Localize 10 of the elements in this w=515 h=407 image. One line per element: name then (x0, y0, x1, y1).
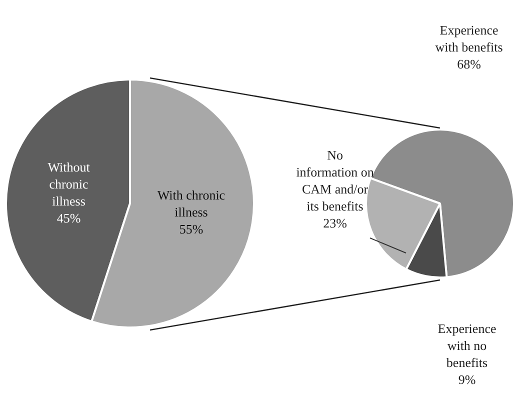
data-label: 23% (323, 215, 348, 230)
data-label: 68% (457, 56, 482, 72)
slice-label: With chronic illness (157, 188, 226, 220)
slice-label: No information on CAM and/or its benefits (296, 147, 374, 214)
data-label: 55% (179, 222, 204, 237)
slice-label: Experience with no benefits (438, 320, 496, 370)
slice-label: Without chronic illness (48, 160, 90, 209)
data-label: 9% (458, 372, 476, 387)
slice-label: Experience with benefits (435, 22, 503, 54)
data-label: 45% (56, 210, 81, 226)
